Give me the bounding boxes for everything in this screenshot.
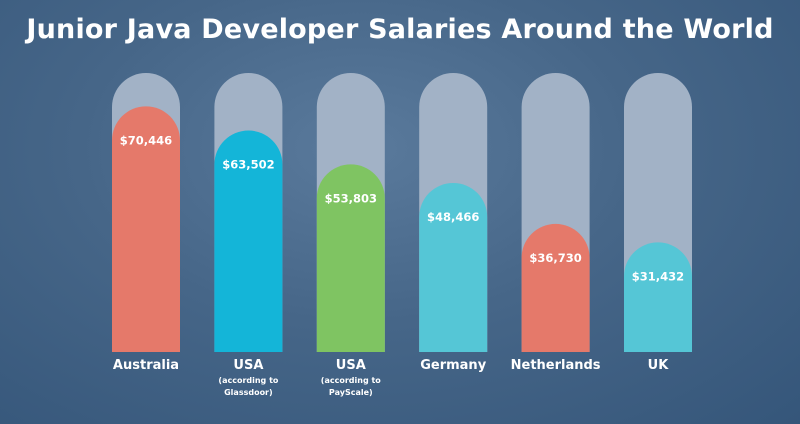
category-sublabel-usa-2-0: (according to — [321, 376, 381, 385]
category-sublabel-usa-1-0: (according to — [218, 376, 278, 385]
value-label-germany-3: $48,466 — [427, 210, 479, 224]
bar-uk-5 — [624, 242, 692, 352]
category-label-australia-0: Australia — [113, 358, 179, 373]
category-labels: Australia USA (according to Glassdoor) USA (a… — [113, 358, 669, 397]
bar-usa-2 — [316, 164, 385, 352]
value-label-usa-1: $63,502 — [222, 158, 274, 172]
category-label-usa-2: USA — [336, 358, 366, 373]
value-labels: $70,446 $63,502 $53,803 $48,466 $36,730 $31,4… — [120, 133, 684, 283]
category-label-uk-5: UK — [648, 358, 670, 373]
value-label-australia-0: $70,446 — [120, 133, 172, 147]
bar-tracks — [112, 73, 692, 352]
category-sublabel-usa-1-1: Glassdoor) — [224, 388, 273, 397]
bar-germany-3 — [419, 182, 488, 352]
bar-netherlands-4 — [521, 223, 590, 352]
category-sublabel-usa-2-1: PayScale) — [329, 388, 373, 397]
value-label-uk-5: $31,432 — [632, 269, 684, 283]
bar-australia-0 — [112, 106, 180, 352]
bars — [112, 106, 692, 352]
bar-usa-1 — [214, 130, 283, 352]
value-label-netherlands-4: $36,730 — [529, 251, 581, 265]
category-label-usa-1: USA — [233, 358, 263, 373]
chart-title: Junior Java Developer Salaries Around th… — [26, 14, 774, 45]
category-label-germany-3: Germany — [420, 358, 486, 373]
value-label-usa-2: $53,803 — [325, 191, 377, 205]
category-label-netherlands-4: Netherlands — [511, 358, 601, 373]
